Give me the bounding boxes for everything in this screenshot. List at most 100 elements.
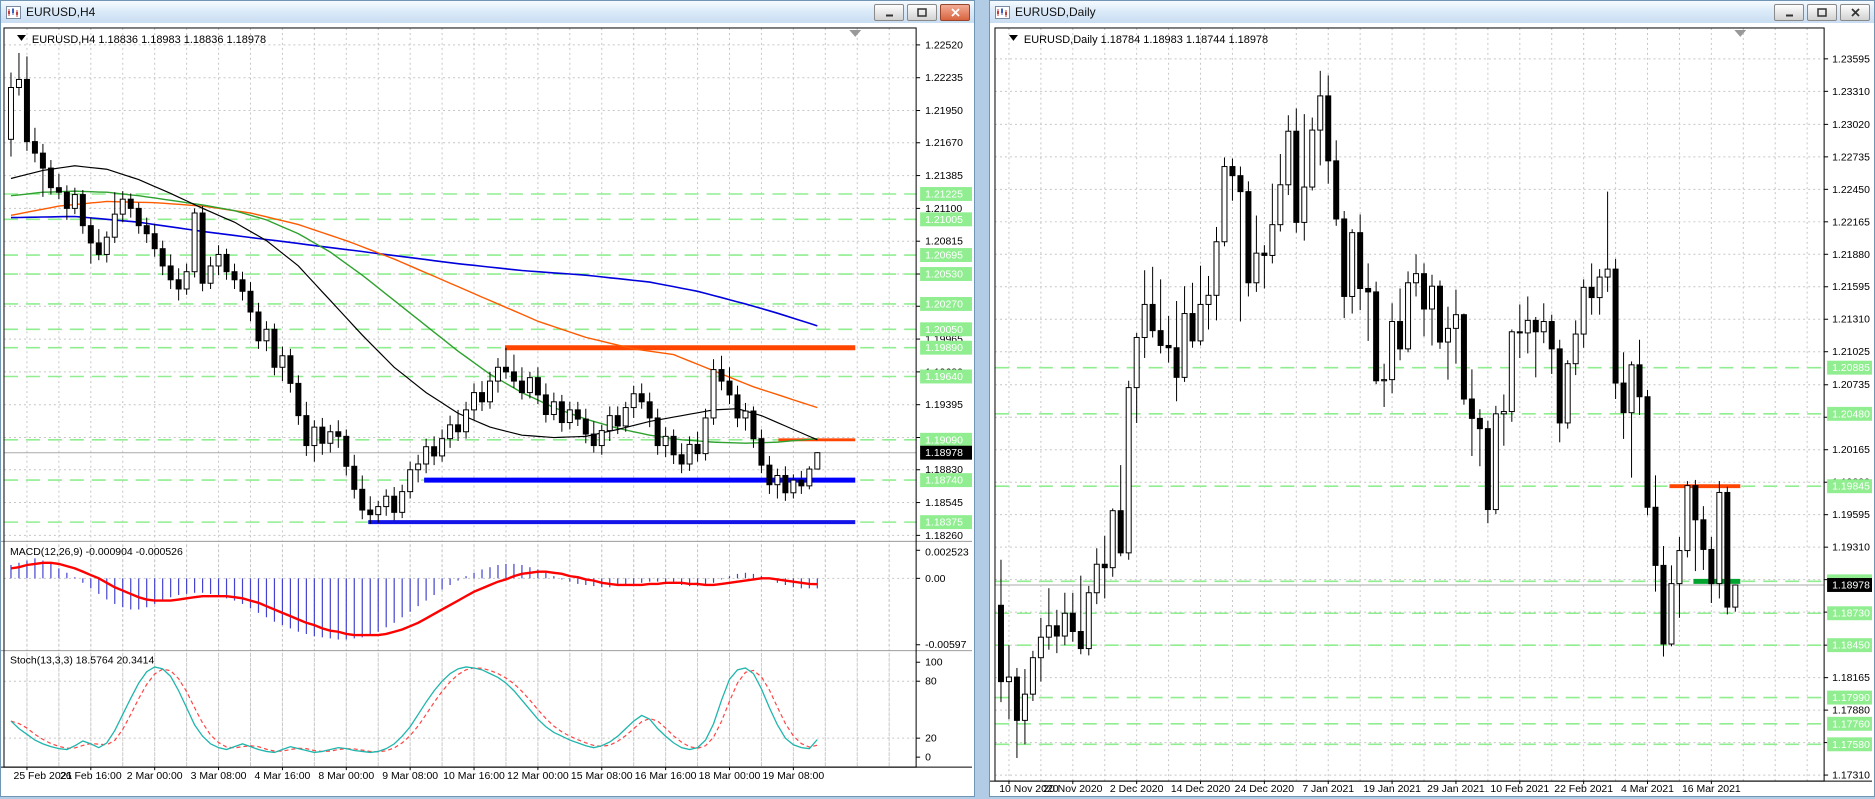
svg-text:15 Mar 08:00: 15 Mar 08:00 bbox=[571, 771, 633, 782]
svg-text:14 Dec 2020: 14 Dec 2020 bbox=[1171, 784, 1231, 795]
svg-text:1.22520: 1.22520 bbox=[925, 40, 963, 51]
svg-text:1.19845: 1.19845 bbox=[1832, 482, 1870, 493]
svg-text:1.18730: 1.18730 bbox=[1832, 609, 1870, 620]
price-axis: 1.23595 1.23310 1.23020 1.22735 1.22450 1.221… bbox=[1824, 54, 1873, 782]
svg-text:12 Mar 00:00: 12 Mar 00:00 bbox=[507, 771, 569, 782]
svg-text:1.21225: 1.21225 bbox=[925, 189, 963, 200]
candles bbox=[7, 52, 821, 524]
svg-text:3 Mar 08:00: 3 Mar 08:00 bbox=[191, 771, 247, 782]
svg-text:24 Dec 2020: 24 Dec 2020 bbox=[1235, 784, 1295, 795]
svg-text:4 Mar 2021: 4 Mar 2021 bbox=[1621, 784, 1674, 795]
svg-text:2 Mar 00:00: 2 Mar 00:00 bbox=[127, 771, 183, 782]
svg-text:1.23595: 1.23595 bbox=[1832, 54, 1870, 65]
svg-text:1.17580: 1.17580 bbox=[1832, 740, 1870, 751]
candles bbox=[997, 70, 1739, 758]
svg-text:1.18165: 1.18165 bbox=[1832, 673, 1870, 684]
svg-text:1.19395: 1.19395 bbox=[925, 400, 963, 411]
svg-text:0.002523: 0.002523 bbox=[925, 548, 969, 559]
eurusd-h4-chart-canvas[interactable]: MACD(12,26,9) -0.000904 -0.000526 0.00252… bbox=[1, 23, 974, 796]
svg-text:8 Mar 00:00: 8 Mar 00:00 bbox=[318, 771, 374, 782]
svg-text:1.18740: 1.18740 bbox=[925, 476, 963, 487]
svg-text:1.18978: 1.18978 bbox=[1832, 580, 1870, 591]
eurusd-daily-chart-canvas[interactable]: 1.23595 1.23310 1.23020 1.22735 1.22450 1.221… bbox=[990, 23, 1874, 796]
minimize-button[interactable] bbox=[874, 3, 904, 21]
shift-marker bbox=[1734, 29, 1747, 37]
svg-text:1.18978: 1.18978 bbox=[925, 448, 963, 459]
window-controls bbox=[871, 3, 970, 21]
window-eurusd-h4: EURUSD,H4 MACD(12,26,9) -0.000904 -0.000… bbox=[0, 0, 975, 797]
svg-text:18 Mar 00:00: 18 Mar 00:00 bbox=[699, 771, 761, 782]
symbol-dropdown-icon bbox=[16, 34, 26, 41]
chart-area-eurusd-daily[interactable]: 1.23595 1.23310 1.23020 1.22735 1.22450 1.221… bbox=[990, 23, 1874, 796]
ma-blue bbox=[10, 215, 818, 327]
svg-text:EURUSD,H4 1.18836 1.18983 1.18: EURUSD,H4 1.18836 1.18983 1.18836 1.1897… bbox=[32, 34, 266, 46]
chart-area-eurusd-h4[interactable]: MACD(12,26,9) -0.000904 -0.000526 0.00252… bbox=[1, 23, 974, 796]
symbol-info: EURUSD,Daily 1.18784 1.18983 1.18744 1.1… bbox=[1008, 34, 1268, 46]
svg-text:1.20165: 1.20165 bbox=[1832, 445, 1870, 456]
svg-text:0: 0 bbox=[925, 753, 931, 764]
svg-text:0.00: 0.00 bbox=[925, 574, 946, 585]
svg-text:1.21100: 1.21100 bbox=[925, 204, 962, 215]
price-axis: 1.22520 1.22235 1.21950 1.21670 1.21385 1.211… bbox=[916, 40, 973, 542]
window-title: EURUSD,H4 bbox=[26, 5, 96, 19]
svg-text:1.20815: 1.20815 bbox=[925, 237, 963, 248]
maximize-button[interactable] bbox=[1807, 3, 1837, 21]
svg-text:20 Nov 2020: 20 Nov 2020 bbox=[1043, 784, 1103, 795]
svg-text:MACD(12,26,9) -0.000904 -0.000: MACD(12,26,9) -0.000904 -0.000526 bbox=[10, 547, 183, 558]
symbol-info: EURUSD,H4 1.18836 1.18983 1.18836 1.1897… bbox=[16, 34, 266, 46]
ma-orange bbox=[10, 200, 818, 409]
svg-text:1.18545: 1.18545 bbox=[925, 498, 963, 509]
svg-text:1.20530: 1.20530 bbox=[925, 270, 963, 281]
window-title: EURUSD,Daily bbox=[1015, 5, 1096, 19]
svg-text:10 Feb 2021: 10 Feb 2021 bbox=[1490, 784, 1549, 795]
close-button[interactable] bbox=[940, 3, 970, 21]
svg-text:1.21025: 1.21025 bbox=[1832, 347, 1870, 358]
svg-text:1.17990: 1.17990 bbox=[1832, 693, 1870, 704]
svg-text:16 Mar 16:00: 16 Mar 16:00 bbox=[635, 771, 697, 782]
svg-text:1.20050: 1.20050 bbox=[925, 325, 963, 336]
svg-text:10 Nov 2020: 10 Nov 2020 bbox=[999, 784, 1059, 795]
chart-window-icon bbox=[6, 5, 22, 19]
svg-text:1.20735: 1.20735 bbox=[1832, 380, 1870, 391]
svg-text:1.19310: 1.19310 bbox=[1832, 543, 1870, 554]
svg-text:1.19640: 1.19640 bbox=[925, 372, 963, 383]
svg-text:1.23310: 1.23310 bbox=[1832, 87, 1870, 98]
svg-text:1.19965: 1.19965 bbox=[925, 335, 963, 346]
svg-text:1.21005: 1.21005 bbox=[925, 215, 963, 226]
macd-pane: MACD(12,26,9) -0.000904 -0.000526 0.00252… bbox=[3, 544, 969, 651]
svg-text:19 Jan 2021: 19 Jan 2021 bbox=[1363, 784, 1421, 795]
pane-separator-2 bbox=[1, 650, 973, 653]
svg-text:9 Mar 08:00: 9 Mar 08:00 bbox=[382, 771, 438, 782]
pane-separator-1 bbox=[1, 540, 973, 543]
window-eurusd-daily: EURUSD,Daily 1.23595 1.23310 1.23020 1.2273… bbox=[989, 0, 1875, 797]
svg-text:1.20695: 1.20695 bbox=[925, 251, 963, 262]
ma-black bbox=[10, 165, 818, 441]
svg-text:100: 100 bbox=[925, 658, 943, 669]
titlebar-eurusd-h4[interactable]: EURUSD,H4 bbox=[1, 1, 974, 24]
svg-text:1.20270: 1.20270 bbox=[925, 299, 963, 310]
maximize-button[interactable] bbox=[907, 3, 937, 21]
svg-text:10 Mar 16:00: 10 Mar 16:00 bbox=[443, 771, 505, 782]
svg-text:1.21670: 1.21670 bbox=[925, 138, 963, 149]
svg-text:80: 80 bbox=[925, 677, 937, 688]
symbol-dropdown-icon bbox=[1008, 34, 1018, 41]
svg-text:1.19890: 1.19890 bbox=[925, 343, 963, 354]
minimize-button[interactable] bbox=[1774, 3, 1804, 21]
svg-text:1.21385: 1.21385 bbox=[925, 171, 963, 182]
svg-text:1.18450: 1.18450 bbox=[1832, 641, 1870, 652]
svg-text:1.22450: 1.22450 bbox=[1832, 185, 1870, 196]
close-button[interactable] bbox=[1840, 3, 1870, 21]
svg-text:1.23020: 1.23020 bbox=[1832, 120, 1870, 131]
svg-text:1.18260: 1.18260 bbox=[925, 531, 963, 542]
titlebar-eurusd-daily[interactable]: EURUSD,Daily bbox=[990, 1, 1874, 24]
chart-window-icon bbox=[995, 5, 1011, 19]
svg-text:EURUSD,Daily 1.18784 1.18983 1: EURUSD,Daily 1.18784 1.18983 1.18744 1.1… bbox=[1024, 34, 1268, 46]
svg-text:1.22165: 1.22165 bbox=[1832, 217, 1870, 228]
svg-text:1.21880: 1.21880 bbox=[1832, 250, 1870, 261]
svg-text:1.22735: 1.22735 bbox=[1832, 152, 1870, 163]
svg-text:7 Jan 2021: 7 Jan 2021 bbox=[1302, 784, 1354, 795]
svg-text:26 Feb 16:00: 26 Feb 16:00 bbox=[60, 771, 122, 782]
svg-text:1.20480: 1.20480 bbox=[1832, 409, 1870, 420]
